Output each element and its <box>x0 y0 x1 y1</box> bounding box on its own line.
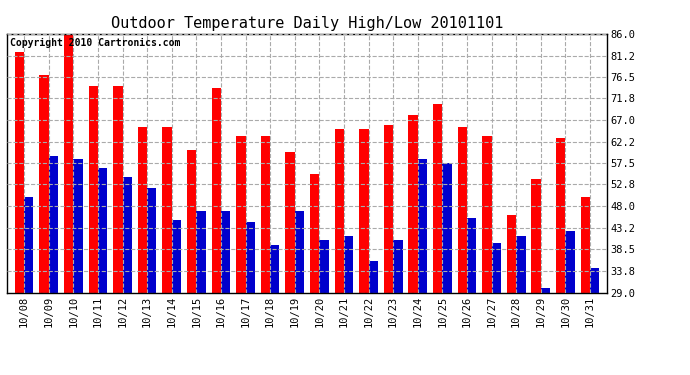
Bar <box>541 288 550 292</box>
Bar <box>162 127 172 292</box>
Bar <box>73 159 83 292</box>
Bar <box>507 215 516 292</box>
Bar <box>113 86 123 292</box>
Bar <box>368 261 378 292</box>
Bar <box>98 168 107 292</box>
Bar <box>295 211 304 292</box>
Bar <box>516 236 526 292</box>
Title: Outdoor Temperature Daily High/Low 20101101: Outdoor Temperature Daily High/Low 20101… <box>111 16 503 31</box>
Bar <box>14 52 24 292</box>
Bar <box>580 197 590 292</box>
Bar <box>359 129 368 292</box>
Bar <box>393 240 402 292</box>
Bar <box>172 220 181 292</box>
Text: Copyright 2010 Cartronics.com: Copyright 2010 Cartronics.com <box>10 38 180 48</box>
Bar <box>39 75 49 292</box>
Bar <box>417 159 427 292</box>
Bar <box>88 86 98 292</box>
Bar <box>187 150 197 292</box>
Bar <box>24 197 34 292</box>
Bar <box>64 34 73 292</box>
Bar <box>236 136 246 292</box>
Bar <box>590 267 600 292</box>
Bar <box>138 127 147 292</box>
Bar <box>147 188 157 292</box>
Bar <box>212 88 221 292</box>
Bar <box>310 174 319 292</box>
Bar <box>556 138 565 292</box>
Bar <box>246 222 255 292</box>
Bar <box>491 243 501 292</box>
Bar <box>442 163 452 292</box>
Bar <box>221 211 230 292</box>
Bar <box>49 156 58 292</box>
Bar <box>565 231 575 292</box>
Bar <box>319 240 328 292</box>
Bar <box>457 127 467 292</box>
Bar <box>433 104 442 292</box>
Bar <box>384 124 393 292</box>
Bar <box>344 236 353 292</box>
Bar <box>270 245 279 292</box>
Bar <box>286 152 295 292</box>
Bar <box>335 129 344 292</box>
Bar <box>197 211 206 292</box>
Bar <box>123 177 132 292</box>
Bar <box>408 116 417 292</box>
Bar <box>261 136 270 292</box>
Bar <box>467 217 476 292</box>
Bar <box>531 179 541 292</box>
Bar <box>482 136 491 292</box>
